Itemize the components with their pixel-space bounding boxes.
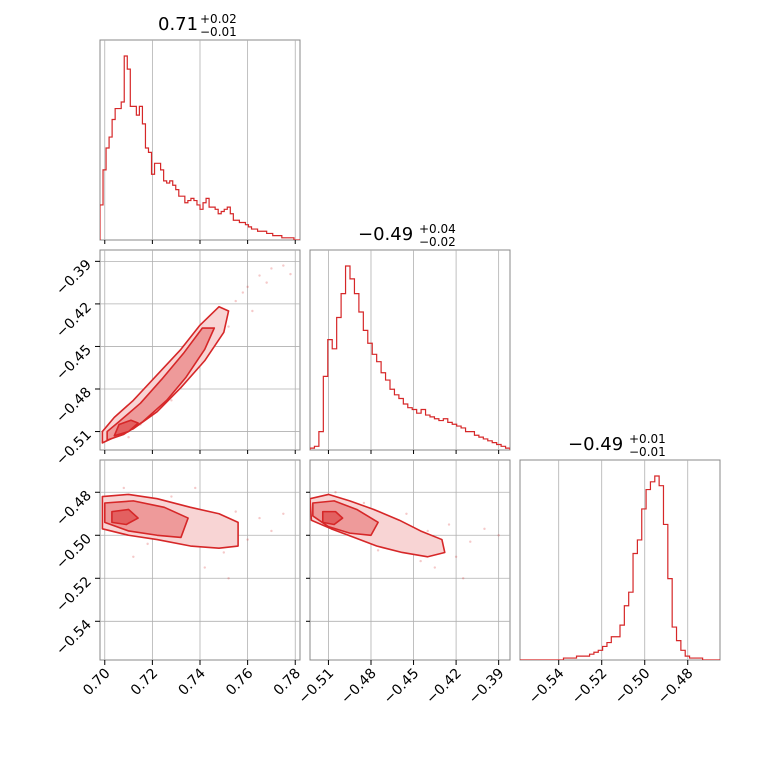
ytick-label-2-2: −0.50 xyxy=(53,531,95,573)
title-median-2: −0.49 xyxy=(568,434,623,455)
sample-point-2-1-13 xyxy=(497,534,500,537)
xtick-label-0-3: 0.76 xyxy=(223,665,256,698)
panel-scatter-2-1 xyxy=(309,459,511,661)
sample-point-1-0-28 xyxy=(265,281,268,284)
sample-point-2-1-12 xyxy=(483,527,486,531)
sample-point-1-0-27 xyxy=(251,309,254,313)
histogram-2 xyxy=(520,475,720,660)
xtick-label-1-2: −0.45 xyxy=(381,666,423,708)
ytick-label-1-1: −0.48 xyxy=(53,385,95,427)
ytick-label-2-3: −0.48 xyxy=(53,488,95,530)
sample-point-2-0-18 xyxy=(203,566,206,569)
title-plus-2: +0.01 xyxy=(629,432,666,446)
sample-point-2-1-19 xyxy=(362,501,366,505)
ytick-label-2-1: −0.52 xyxy=(53,574,95,616)
sample-point-2-0-11 xyxy=(234,510,237,513)
title-param-2: −0.49 +0.01 −0.01 xyxy=(568,432,666,459)
contour-2-0-2 xyxy=(111,508,139,526)
sample-point-2-0-13 xyxy=(258,516,261,520)
ytick-label-1-0: −0.51 xyxy=(53,427,95,469)
xtick-label-2-3: −0.48 xyxy=(655,666,697,708)
contour-2-1-1 xyxy=(312,500,379,537)
ytick-label-1-2: −0.45 xyxy=(53,342,95,384)
contour-1-0-2 xyxy=(113,419,139,437)
title-minus-0: −0.01 xyxy=(200,25,237,39)
sample-point-1-0-13 xyxy=(246,285,249,289)
title-plus-1: +0.04 xyxy=(419,222,456,236)
sample-point-2-1-11 xyxy=(469,540,472,543)
sample-point-1-0-29 xyxy=(289,272,292,276)
sample-point-1-0-14 xyxy=(258,274,261,277)
sample-point-2-1-17 xyxy=(433,566,437,569)
title-minus-2: −0.01 xyxy=(629,445,666,459)
xtick-label-2-1: −0.52 xyxy=(569,666,611,708)
sample-point-2-0-16 xyxy=(132,555,135,558)
sample-point-2-0-15 xyxy=(282,512,285,515)
sample-point-2-0-19 xyxy=(227,577,230,580)
xtick-label-1-3: −0.42 xyxy=(423,666,465,708)
sample-point-1-0-25 xyxy=(227,325,230,328)
sample-point-2-1-15 xyxy=(376,549,380,552)
xtick-label-0-2: 0.74 xyxy=(175,665,208,698)
title-plus-0: +0.02 xyxy=(200,12,237,26)
xtick-label-1-0: −0.51 xyxy=(296,666,338,708)
sample-point-2-0-10 xyxy=(222,551,226,554)
title-median-1: −0.49 xyxy=(358,224,413,245)
xtick-label-1-4: −0.39 xyxy=(466,666,508,708)
title-param-0: 0.71 +0.02 −0.01 xyxy=(158,12,237,39)
title-param-1: −0.49 +0.04 −0.02 xyxy=(358,222,456,249)
sample-point-2-0-17 xyxy=(170,495,173,498)
sample-point-2-0-14 xyxy=(270,529,273,533)
histogram-1 xyxy=(310,265,510,450)
sample-point-2-1-14 xyxy=(334,491,337,494)
ytick-label-2-0: −0.54 xyxy=(53,617,95,659)
title-minus-1: −0.02 xyxy=(419,235,456,249)
xtick-label-1-1: −0.48 xyxy=(338,666,380,708)
panel-hist-2 xyxy=(519,459,721,661)
sample-point-2-0-22 xyxy=(146,542,149,546)
ytick-label-1-4: −0.39 xyxy=(53,257,95,299)
sample-point-1-0-16 xyxy=(282,264,285,267)
sample-point-1-0-12 xyxy=(234,299,237,303)
sample-point-1-0-23 xyxy=(127,436,130,439)
xtick-label-2-2: −0.50 xyxy=(612,666,654,708)
contour-2-1-2 xyxy=(321,510,344,526)
sample-point-2-1-10 xyxy=(454,555,458,558)
sample-point-2-1-18 xyxy=(461,577,465,580)
contour-1-0-1 xyxy=(106,327,216,441)
sample-point-1-0-22 xyxy=(170,399,173,402)
xtick-label-2-0: −0.54 xyxy=(526,665,568,707)
sample-point-2-1-20 xyxy=(419,559,422,563)
panel-hist-1 xyxy=(309,249,511,451)
ytick-label-1-3: −0.42 xyxy=(53,299,95,341)
sample-point-1-0-26 xyxy=(241,291,245,294)
title-median-0: 0.71 xyxy=(158,14,198,35)
sample-point-2-1-16 xyxy=(405,512,408,515)
sample-point-2-1-8 xyxy=(426,529,429,533)
sample-point-1-0-15 xyxy=(270,267,273,270)
sample-point-2-0-20 xyxy=(194,486,197,490)
xtick-label-0-0: 0.70 xyxy=(80,666,113,699)
xtick-label-0-1: 0.72 xyxy=(128,666,161,699)
sample-point-2-1-21 xyxy=(447,523,451,526)
sample-point-2-0-23 xyxy=(122,486,126,490)
histogram-0 xyxy=(100,55,300,240)
sample-point-2-0-12 xyxy=(246,538,249,541)
